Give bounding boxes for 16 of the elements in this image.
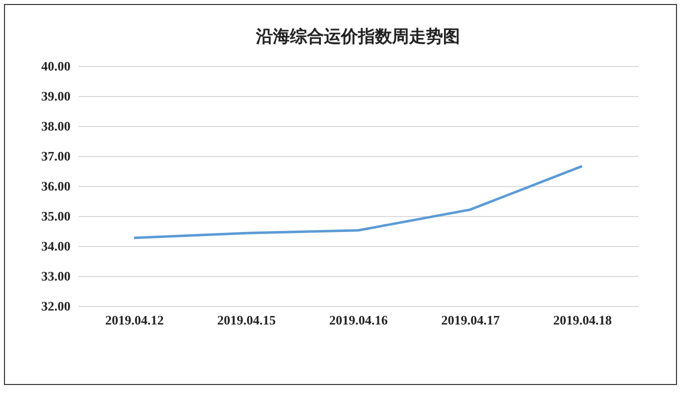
x-tick-label: 2019.04.15 <box>217 312 276 328</box>
line-series <box>132 164 584 240</box>
y-tick-label: 35.00 <box>41 208 70 224</box>
chart-title: 沿海综合运价指数周走势图 <box>255 27 460 46</box>
y-tick-label: 39.00 <box>41 88 70 104</box>
x-tick-label: 2019.04.12 <box>105 312 164 328</box>
y-tick-label: 36.00 <box>41 178 70 194</box>
y-tick-label: 38.00 <box>41 118 70 134</box>
y-tick-label: 33.00 <box>41 268 70 284</box>
y-tick-label: 37.00 <box>41 148 70 164</box>
y-tick-label: 34.00 <box>41 238 70 254</box>
y-tick-label: 32.00 <box>41 298 70 314</box>
x-tick-label: 2019.04.18 <box>553 312 612 328</box>
x-tick-label: 2019.04.16 <box>329 312 388 328</box>
y-tick-label: 40.00 <box>41 58 70 74</box>
x-tick-label: 2019.04.17 <box>441 312 500 328</box>
